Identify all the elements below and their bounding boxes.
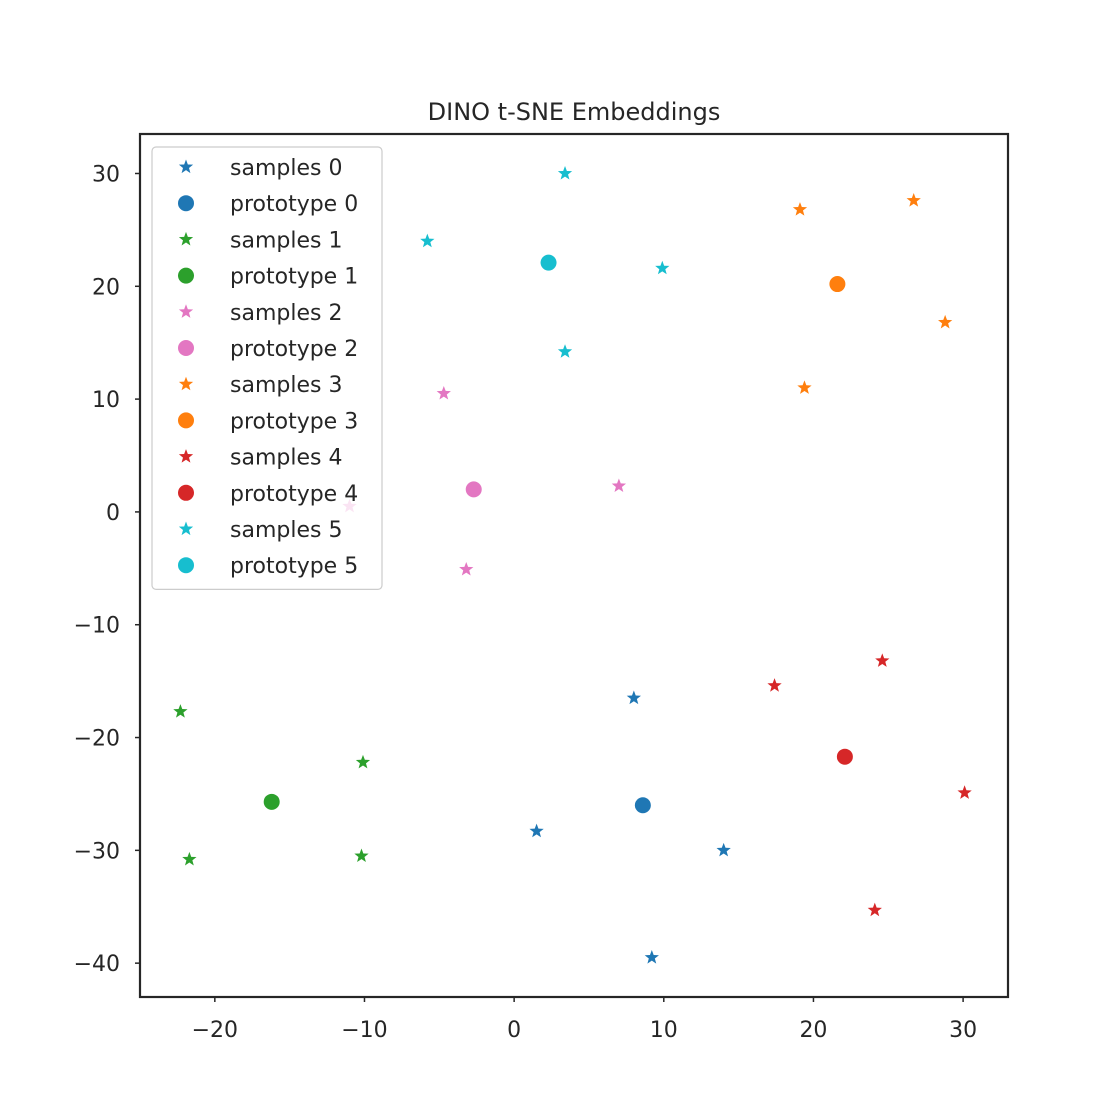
sample-point-8-2 (957, 785, 972, 799)
data-marks (173, 165, 972, 964)
sample-point-2-1 (355, 754, 371, 769)
sample-point-8-0 (875, 653, 890, 667)
legend-star-marker (178, 231, 194, 246)
plot-frame (138, 132, 1010, 999)
legend-star-marker (178, 304, 194, 318)
prototype-point-7 (829, 276, 846, 293)
prototype-point-3 (263, 793, 280, 810)
sample-point-0-1 (529, 823, 544, 838)
y-tick-label: 10 (92, 388, 120, 413)
legend-circle-marker (178, 267, 194, 284)
sample-point-0-0 (626, 690, 641, 705)
sample-point-6-1 (906, 193, 921, 207)
legend-entry-label: prototype 4 (230, 482, 358, 507)
prototype-point-11 (540, 254, 557, 271)
sample-point-2-0 (173, 704, 188, 718)
legend-star-marker (178, 159, 194, 174)
sample-point-10-2 (655, 260, 670, 275)
legend-circle-marker (178, 412, 194, 429)
legend-entry-label: prototype 3 (230, 409, 358, 434)
sample-point-4-1 (611, 478, 627, 493)
sample-point-8-3 (867, 902, 882, 917)
legend-star-marker (178, 521, 194, 536)
axes: −20 −10 0 10 20 30 30 20 10 0 −10 −20 −30 −40 (74, 132, 1010, 1043)
sample-point-0-3 (644, 950, 659, 964)
sample-point-4-3 (459, 561, 474, 576)
legend: samples 0 prototype 0 samples 1 prototype 1… (151, 146, 383, 590)
chart-title: DINO t-SNE Embeddings (428, 98, 721, 126)
sample-point-2-3 (182, 851, 197, 866)
x-tick-label: −20 (192, 1018, 238, 1043)
sample-point-0-2 (716, 842, 731, 857)
prototype-point-9 (836, 748, 853, 765)
prototype-point-1 (634, 797, 651, 814)
sample-point-6-2 (938, 314, 953, 329)
legend-circle-marker (178, 340, 194, 356)
y-tick-label: −20 (74, 727, 120, 752)
legend-circle-marker (178, 484, 194, 501)
legend-star-marker (178, 376, 194, 391)
sample-point-6-3 (797, 380, 812, 394)
x-tick-label: 30 (949, 1018, 977, 1043)
y-tick-label: 30 (92, 162, 120, 187)
y-tick-label: 0 (106, 501, 120, 526)
y-tick-label: −30 (74, 839, 120, 864)
sample-point-6-0 (792, 202, 808, 216)
sample-point-10-3 (557, 344, 573, 358)
legend-entry-label: samples 1 (230, 228, 342, 253)
prototype-point-5 (465, 481, 482, 498)
sample-point-8-1 (767, 678, 782, 692)
legend-entry-label: samples 0 (230, 156, 342, 181)
legend-entry-label: prototype 0 (230, 192, 358, 217)
x-tick-label: −10 (341, 1018, 387, 1043)
legend-circle-marker (178, 557, 194, 574)
y-tick-label: −40 (74, 952, 120, 977)
sample-point-2-2 (354, 848, 369, 863)
legend-entry-label: samples 5 (230, 518, 342, 543)
x-tick-label: 10 (650, 1018, 678, 1043)
y-tick-label: 20 (92, 275, 120, 300)
x-tick-label: 0 (507, 1018, 521, 1043)
x-tick-label: 20 (799, 1018, 827, 1043)
y-tick-label: −10 (74, 614, 120, 639)
legend-entry-label: samples 3 (230, 373, 342, 398)
legend-entry-label: prototype 2 (230, 337, 358, 362)
sample-point-10-1 (420, 233, 435, 248)
legend-star-marker (178, 449, 194, 463)
legend-entry-label: samples 2 (230, 301, 342, 326)
legend-circle-marker (178, 195, 194, 212)
sample-point-4-0 (436, 385, 451, 400)
legend-entry-label: prototype 1 (230, 265, 358, 290)
legend-entry-label: samples 4 (230, 446, 342, 471)
sample-point-10-0 (557, 165, 573, 180)
legend-box (151, 146, 383, 590)
legend-entry-label: prototype 5 (230, 554, 358, 579)
